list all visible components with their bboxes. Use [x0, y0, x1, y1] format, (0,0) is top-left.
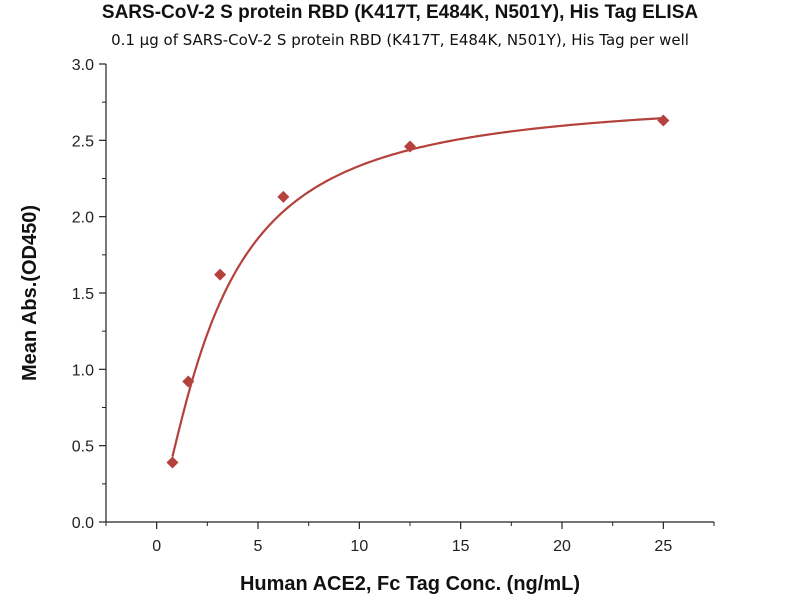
x-tick-label: 0 [152, 538, 161, 555]
y-tick-label: 3.0 [72, 57, 94, 74]
data-point-marker [214, 268, 227, 281]
data-point-marker [182, 375, 195, 388]
x-tick-label: 5 [254, 538, 263, 555]
x-tick-label: 20 [553, 538, 571, 555]
x-tick-label: 10 [350, 538, 368, 555]
y-tick-label: 0.5 [72, 439, 94, 456]
x-tick-label: 25 [654, 538, 672, 555]
y-tick-label: 2.0 [72, 210, 94, 227]
data-point-marker [277, 190, 290, 203]
y-tick-label: 1.0 [72, 362, 94, 379]
chart-subtitle: 0.1 μg of SARS-CoV-2 S protein RBD (K417… [111, 31, 689, 49]
axes [99, 63, 715, 529]
tick-labels: 0.0 0.5 1.0 1.5 2.0 2.5 3.0 0 5 10 15 20 25 [72, 57, 673, 555]
y-tick-label: 1.5 [72, 286, 94, 303]
x-tick-label: 15 [452, 538, 470, 555]
data-point-marker [404, 140, 416, 153]
data-point-marker [166, 456, 179, 469]
fit-curve [171, 117, 664, 457]
x-axis-title: Human ACE2, Fc Tag Conc. (ng/mL) [240, 573, 580, 595]
data-markers [166, 114, 670, 469]
y-axis-title: Mean Abs.(OD450) [19, 205, 41, 381]
chart-title: SARS-CoV-2 S protein RBD (K417T, E484K, … [101, 2, 699, 23]
data-point-marker [657, 114, 670, 127]
y-tick-label: 2.5 [72, 133, 94, 150]
y-tick-label: 0.0 [72, 515, 94, 532]
